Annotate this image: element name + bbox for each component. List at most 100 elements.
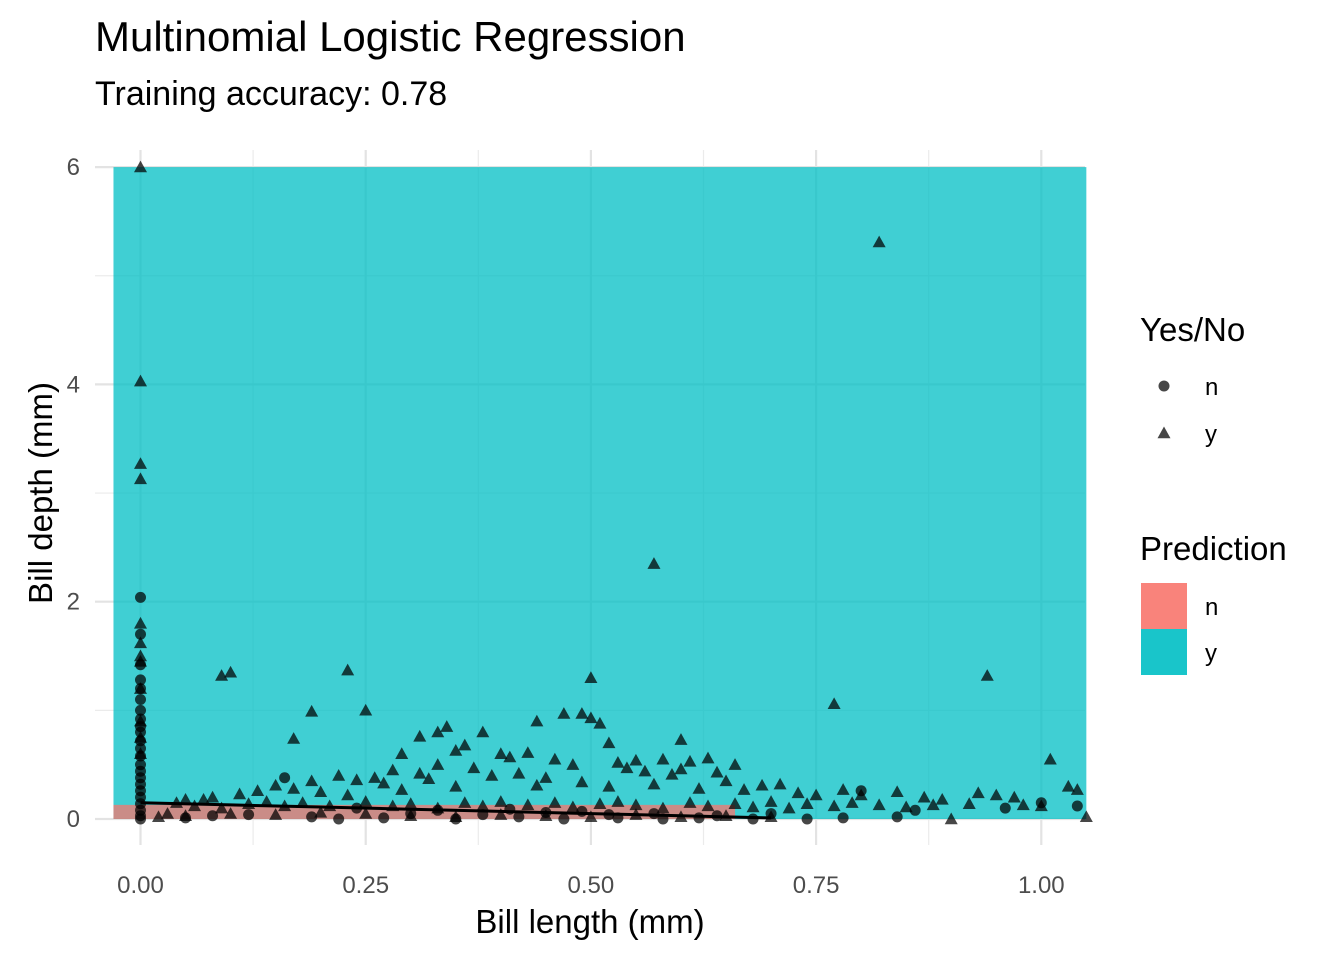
point-y [890, 785, 904, 798]
point-y [791, 786, 805, 799]
point-y [1016, 798, 1030, 811]
point-n [135, 726, 146, 738]
point-n [765, 808, 777, 820]
y-tick-label: 2 [67, 589, 80, 616]
point-n [135, 693, 146, 705]
prediction-region-n [113, 804, 736, 819]
legend-triangle-icon [1157, 426, 1171, 439]
y-axis-ticks: 0 2 4 6 [67, 154, 80, 833]
point-n [1035, 797, 1047, 809]
legend-fill-title: Prediction [1140, 530, 1287, 567]
point-y [287, 782, 301, 794]
point-y [494, 808, 508, 820]
point-y [413, 729, 427, 742]
x-tick-label: 0.00 [117, 872, 164, 899]
x-tick-label: 1.00 [1018, 872, 1065, 899]
point-n [207, 810, 219, 822]
point-y [476, 725, 490, 738]
point-y [521, 746, 535, 758]
point-n [891, 811, 903, 823]
point-y [161, 807, 175, 819]
point-y [134, 160, 147, 173]
y-axis-title: Bill depth (mm) [22, 382, 59, 604]
point-y [629, 798, 643, 811]
point-y [755, 778, 769, 791]
point-y [593, 797, 607, 809]
point-y [1043, 752, 1057, 765]
prediction-region-y [113, 167, 1087, 820]
point-y [728, 758, 742, 770]
point-y [611, 756, 625, 768]
point-y [827, 799, 841, 812]
point-n [576, 805, 588, 817]
point-y [692, 782, 706, 794]
point-y [395, 783, 409, 795]
point-n [135, 750, 146, 762]
point-y [926, 798, 940, 811]
point-y [1061, 779, 1075, 792]
point-y [269, 778, 283, 791]
point-y [1079, 810, 1093, 823]
x-tick-label: 0.25 [342, 872, 389, 899]
point-y [836, 783, 850, 795]
point-y [701, 751, 715, 764]
point-n [279, 772, 291, 784]
point-y [989, 788, 1003, 801]
legend-shape-title: Yes/No [1140, 311, 1245, 348]
point-y [548, 796, 562, 808]
legend-shape-label-n: n [1205, 374, 1218, 401]
point-n [405, 808, 417, 820]
point-y [215, 801, 229, 814]
point-n [333, 813, 345, 825]
point-y [296, 796, 310, 808]
point-y [440, 720, 454, 732]
point-y [872, 235, 886, 248]
boundary-curve [140, 801, 772, 820]
y-tick-label: 4 [67, 371, 80, 398]
point-y [656, 752, 670, 765]
y-tick-label: 0 [67, 806, 80, 833]
point-y [395, 747, 409, 760]
point-y [845, 796, 859, 808]
point-y [566, 758, 580, 770]
point-y [260, 795, 274, 807]
point-y [386, 763, 400, 776]
point-y [215, 669, 229, 681]
point-y [809, 788, 823, 801]
point-y [422, 772, 436, 784]
point-y [719, 774, 733, 787]
point-y [962, 797, 976, 809]
point-y [602, 779, 616, 792]
point-y [647, 557, 661, 569]
point-y [350, 773, 364, 786]
point-y [611, 795, 625, 807]
point-y [485, 769, 499, 781]
point-y [287, 732, 301, 744]
point-y [773, 777, 787, 790]
point-y [233, 787, 247, 800]
point-y [134, 636, 147, 649]
point-y [530, 778, 544, 791]
point-y [575, 775, 589, 788]
point-y [665, 767, 679, 780]
point-y [800, 797, 814, 809]
point-n [135, 591, 146, 603]
point-y [359, 703, 373, 716]
point-n [135, 683, 146, 695]
point-y [134, 616, 147, 629]
point-y [548, 752, 562, 765]
point-y [584, 810, 598, 823]
point-y [566, 800, 580, 813]
point-n [909, 804, 921, 816]
point-y [341, 788, 355, 801]
point-y [224, 665, 238, 678]
point-y [584, 671, 598, 683]
point-y [737, 783, 751, 795]
x-axis-ticks: 0.00 0.25 0.50 0.75 1.00 [117, 872, 1065, 899]
point-n [693, 812, 705, 824]
point-y [206, 790, 220, 803]
point-y [539, 771, 553, 783]
point-n [135, 674, 146, 686]
point-y [917, 790, 931, 803]
